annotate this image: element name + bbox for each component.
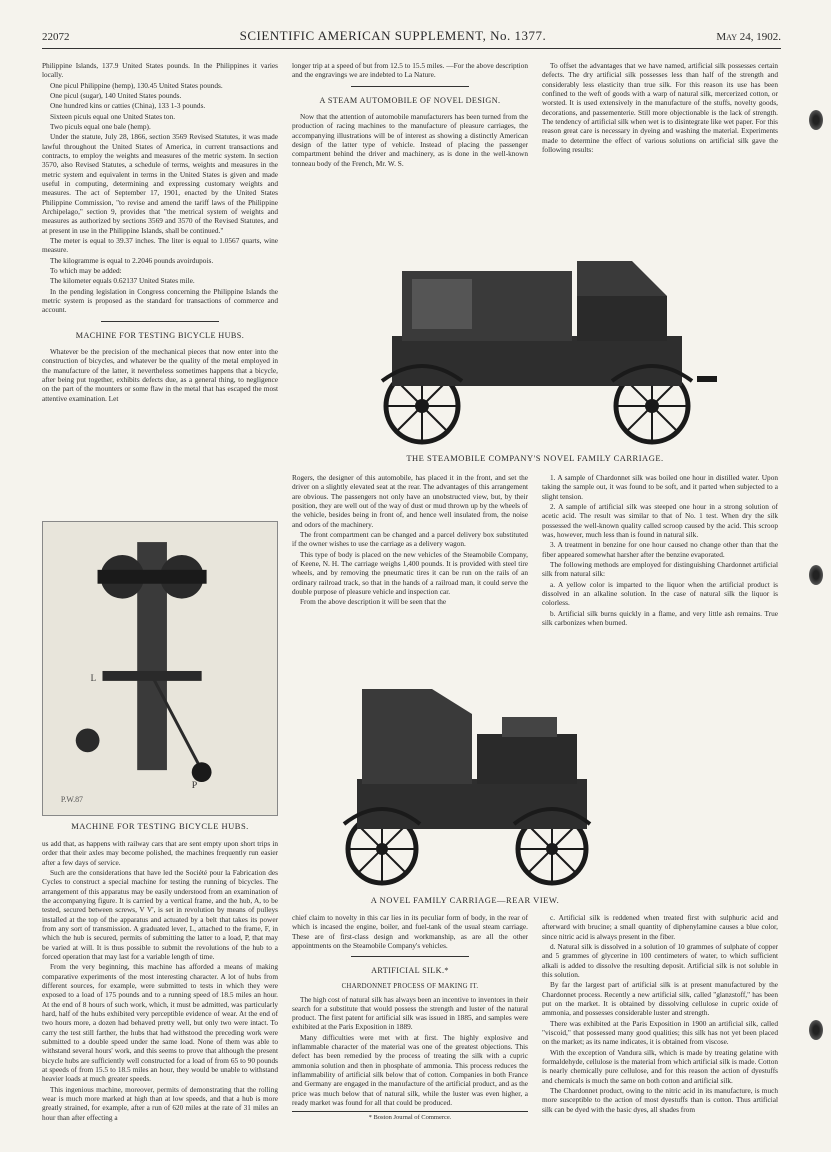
page-number: 22072 bbox=[42, 31, 70, 43]
text: The kilogramme is equal to 2.2046 pounds… bbox=[42, 256, 278, 265]
column-1-top: Philippine Islands, 137.9 United States … bbox=[42, 61, 278, 511]
section-rule bbox=[351, 956, 469, 957]
text: The meter is equal to 39.37 inches. The … bbox=[42, 236, 278, 255]
column-2-bottom: chief claim to novelty in this car lies … bbox=[292, 913, 528, 1108]
binding-hole bbox=[809, 1020, 823, 1040]
text: Sixteen piculs equal one United States t… bbox=[42, 112, 278, 121]
text: 1. A sample of Chardonnet silk was boile… bbox=[542, 473, 778, 501]
column-3-bottom: c. Artificial silk is reddened when trea… bbox=[542, 913, 778, 1115]
text: a. A yellow color is imparted to the liq… bbox=[542, 580, 778, 608]
text: The kilometer equals 0.62137 United Stat… bbox=[42, 276, 278, 285]
binding-hole bbox=[809, 565, 823, 585]
text: Whatever be the precision of the mechani… bbox=[42, 347, 278, 403]
text: longer trip at a speed of but from 12.5 … bbox=[292, 61, 528, 80]
column-2-middle: Rogers, the designer of this automobile,… bbox=[292, 473, 528, 608]
silk-subtitle: CHARDONNET PROCESS OF MAKING IT. bbox=[292, 983, 528, 992]
figure-carriage-rear bbox=[302, 669, 622, 889]
section-rule bbox=[351, 86, 469, 87]
text: With the exception of Vandura silk, whic… bbox=[542, 1048, 778, 1085]
text: d. Natural silk is dissolved in a soluti… bbox=[542, 942, 778, 979]
steam-article-title: A STEAM AUTOMOBILE OF NOVEL DESIGN. bbox=[292, 96, 528, 107]
text: Such are the considerations that have le… bbox=[42, 868, 278, 961]
carriage1-caption: THE STEAMOBILE COMPANY'S NOVEL FAMILY CA… bbox=[292, 453, 778, 463]
column-3-middle: 1. A sample of Chardonnet silk was boile… bbox=[542, 473, 778, 628]
publication-title: SCIENTIFIC AMERICAN SUPPLEMENT, No. 1377… bbox=[240, 28, 547, 44]
svg-text:P: P bbox=[192, 780, 198, 791]
text: One hundred kins or catties (China), 133… bbox=[42, 101, 278, 110]
text: us add that, as happens with railway car… bbox=[42, 839, 278, 867]
text: The high cost of natural silk has always… bbox=[292, 995, 528, 1032]
text: There was exhibited at the Paris Exposit… bbox=[542, 1019, 778, 1047]
publication-date: May 24, 1902. bbox=[716, 31, 781, 43]
text: The Chardonnet product, owing to the nit… bbox=[542, 1086, 778, 1114]
text: This type of body is placed on the new v… bbox=[292, 550, 528, 597]
text: The front compartment can be changed and… bbox=[292, 530, 528, 549]
text: To offset the advantages that we have na… bbox=[542, 61, 778, 154]
text: Philippine Islands, 137.9 United States … bbox=[42, 61, 278, 80]
text: Two piculs equal one bale (hemp). bbox=[42, 122, 278, 131]
footnote: * Boston Journal of Commerce. bbox=[292, 1111, 528, 1121]
column-3-top: To offset the advantages that we have na… bbox=[542, 61, 778, 155]
text: chief claim to novelty in this car lies … bbox=[292, 913, 528, 950]
text: b. Artificial silk burns quickly in a fl… bbox=[542, 609, 778, 628]
svg-text:L: L bbox=[91, 673, 96, 683]
silk-article-title: ARTIFICIAL SILK.* bbox=[292, 966, 528, 977]
text: By far the largest part of artificial si… bbox=[542, 980, 778, 1017]
text: Many difficulties were met with at first… bbox=[292, 1033, 528, 1108]
column-1-bottom: us add that, as happens with railway car… bbox=[42, 839, 278, 1123]
column-2-top: longer trip at a speed of but from 12.5 … bbox=[292, 61, 528, 169]
text: 2. A sample of artificial silk was steep… bbox=[542, 502, 778, 539]
binding-hole bbox=[809, 110, 823, 130]
bicycle-article-title: MACHINE FOR TESTING BICYCLE HUBS. bbox=[42, 331, 278, 342]
svg-text:P.W.87: P.W.87 bbox=[61, 795, 83, 804]
text: Now that the attention of automobile man… bbox=[292, 112, 528, 168]
text: To which may be added: bbox=[42, 266, 278, 275]
text: The following methods are employed for d… bbox=[542, 560, 778, 579]
text: From the very beginning, this machine ha… bbox=[42, 962, 278, 1083]
text: Under the statute, July 28, 1866, sectio… bbox=[42, 132, 278, 235]
page-header: 22072 SCIENTIFIC AMERICAN SUPPLEMENT, No… bbox=[42, 28, 781, 49]
text: Rogers, the designer of this automobile,… bbox=[292, 473, 528, 529]
bicycle-figure-caption: MACHINE FOR TESTING BICYCLE HUBS. bbox=[42, 821, 278, 831]
text: 3. A treatment in benzine for one hour c… bbox=[542, 540, 778, 559]
page-body: Philippine Islands, 137.9 United States … bbox=[42, 61, 781, 1121]
text: c. Artificial silk is reddened when trea… bbox=[542, 913, 778, 941]
section-rule bbox=[101, 321, 219, 322]
text: From the above description it will be se… bbox=[292, 597, 528, 606]
text: One picul Philippine (hemp), 130.45 Unit… bbox=[42, 81, 278, 90]
text: This ingenious machine, moreover, permit… bbox=[42, 1085, 278, 1122]
carriage2-caption: A NOVEL FAMILY CARRIAGE—REAR VIEW. bbox=[292, 895, 638, 905]
text: One picul (sugar), 140 United States pou… bbox=[42, 91, 278, 100]
figure-bicycle-hub-machine: P L P.W.87 bbox=[42, 521, 278, 816]
figure-carriage-front bbox=[322, 221, 752, 446]
text: In the pending legislation in Congress c… bbox=[42, 287, 278, 315]
